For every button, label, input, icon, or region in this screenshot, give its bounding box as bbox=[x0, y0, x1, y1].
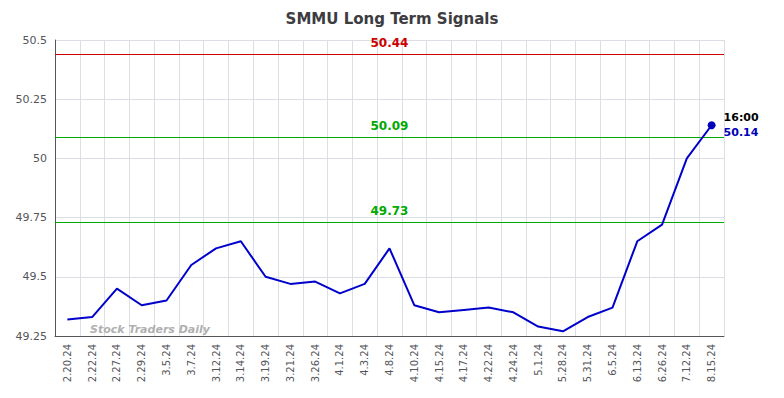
svg-text:4.17.24: 4.17.24 bbox=[458, 344, 469, 382]
svg-text:3.21.24: 3.21.24 bbox=[285, 344, 296, 382]
svg-text:50.09: 50.09 bbox=[371, 119, 409, 133]
svg-text:3.19.24: 3.19.24 bbox=[260, 344, 271, 382]
svg-text:6.5.24: 6.5.24 bbox=[607, 344, 618, 376]
svg-text:49.75: 49.75 bbox=[16, 211, 48, 224]
svg-text:3.12.24: 3.12.24 bbox=[211, 344, 222, 382]
svg-text:8.15.24: 8.15.24 bbox=[706, 344, 717, 382]
svg-text:50: 50 bbox=[33, 152, 47, 165]
svg-text:Stock Traders Daily: Stock Traders Daily bbox=[90, 323, 211, 336]
svg-text:SMMU Long Term Signals: SMMU Long Term Signals bbox=[286, 10, 499, 28]
svg-text:2.20.24: 2.20.24 bbox=[62, 344, 73, 382]
svg-text:4.22.24: 4.22.24 bbox=[483, 344, 494, 382]
svg-text:16:00: 16:00 bbox=[724, 111, 759, 124]
svg-text:50.44: 50.44 bbox=[371, 36, 409, 50]
svg-text:5.28.24: 5.28.24 bbox=[557, 344, 568, 382]
svg-text:6.26.24: 6.26.24 bbox=[657, 344, 668, 382]
svg-text:4.10.24: 4.10.24 bbox=[409, 344, 420, 382]
svg-text:2.27.24: 2.27.24 bbox=[111, 344, 122, 382]
svg-text:2.22.24: 2.22.24 bbox=[87, 344, 98, 382]
svg-text:5.1.24: 5.1.24 bbox=[533, 344, 544, 376]
svg-text:4.8.24: 4.8.24 bbox=[384, 344, 395, 376]
svg-text:4.1.24: 4.1.24 bbox=[334, 344, 345, 376]
svg-text:7.12.24: 7.12.24 bbox=[681, 344, 692, 382]
svg-text:6.13.24: 6.13.24 bbox=[632, 344, 643, 382]
svg-text:5.31.24: 5.31.24 bbox=[582, 344, 593, 382]
svg-text:3.7.24: 3.7.24 bbox=[186, 344, 197, 376]
svg-text:4.15.24: 4.15.24 bbox=[434, 344, 445, 382]
svg-text:4.24.24: 4.24.24 bbox=[508, 344, 519, 382]
svg-text:49.73: 49.73 bbox=[371, 204, 409, 218]
svg-text:3.5.24: 3.5.24 bbox=[161, 344, 172, 376]
svg-text:3.26.24: 3.26.24 bbox=[310, 344, 321, 382]
svg-text:49.25: 49.25 bbox=[16, 330, 48, 343]
svg-text:50.14: 50.14 bbox=[724, 126, 759, 139]
svg-text:4.3.24: 4.3.24 bbox=[359, 344, 370, 376]
svg-text:49.5: 49.5 bbox=[23, 270, 48, 283]
svg-text:2.29.24: 2.29.24 bbox=[136, 344, 147, 382]
svg-text:50.5: 50.5 bbox=[23, 34, 48, 47]
svg-text:3.14.24: 3.14.24 bbox=[235, 344, 246, 382]
svg-text:50.25: 50.25 bbox=[16, 93, 48, 106]
